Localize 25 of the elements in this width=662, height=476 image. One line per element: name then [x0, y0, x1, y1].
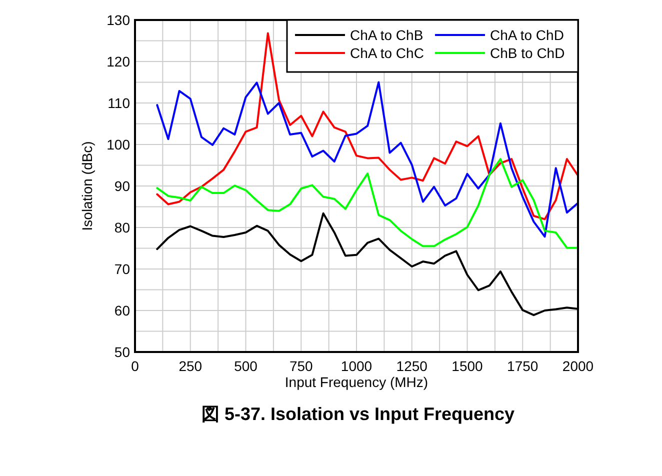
y-tick-label: 120: [106, 54, 130, 70]
x-tick-label: 500: [234, 358, 258, 374]
y-tick-label: 110: [108, 95, 130, 111]
y-tick-label: 50: [114, 344, 130, 360]
y-tick-label: 90: [114, 178, 130, 194]
text: 図 5-37. Isolation vs Input Frequency: [201, 404, 515, 424]
y-tick-label: 60: [114, 302, 130, 318]
x-tick-label: 1250: [396, 358, 428, 374]
legend-label: ChA to ChD: [490, 27, 564, 43]
legend-label: ChB to ChD: [490, 45, 565, 61]
x-tick-label: 750: [289, 358, 314, 374]
y-tick-label: 100: [106, 136, 130, 152]
y-axis-title: Isolation (dBc): [79, 141, 95, 231]
x-tick-label: 2000: [562, 358, 594, 374]
y-tick-label: 70: [114, 261, 130, 277]
x-tick-label: 1500: [452, 358, 484, 374]
x-tick-label: 1750: [507, 358, 538, 374]
y-tick-label: 80: [114, 220, 130, 236]
legend-label: ChA to ChB: [350, 27, 424, 43]
x-axis-title: Input Frequency (MHz): [284, 374, 428, 390]
x-tick-label: 250: [178, 358, 202, 374]
legend-label: ChA to ChC: [350, 45, 424, 61]
y-tick-label: 130: [106, 12, 130, 28]
x-tick-label: 0: [131, 358, 140, 374]
x-tick-label: 1000: [340, 358, 372, 374]
